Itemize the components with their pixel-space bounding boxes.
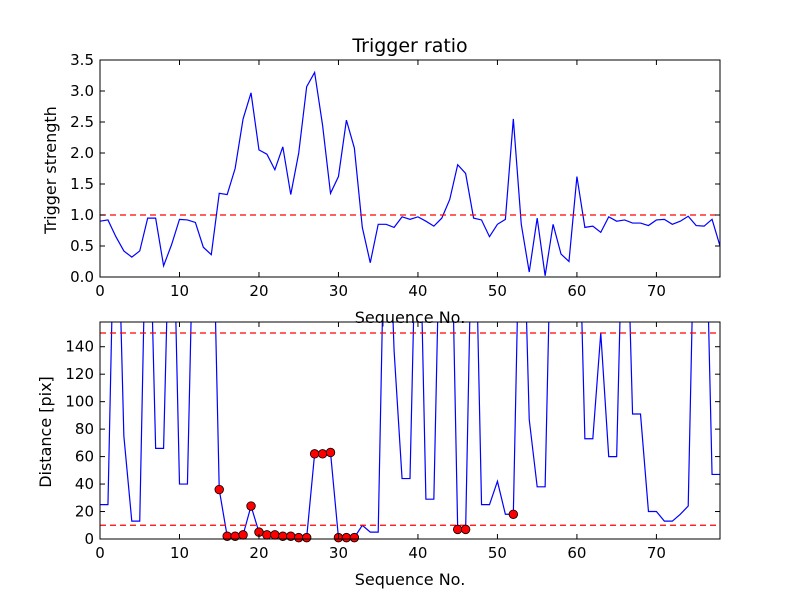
x-tick-label: 50 — [488, 282, 507, 300]
y-tick-label: 120 — [65, 365, 94, 383]
y-tick-label: 100 — [65, 393, 94, 411]
data-marker — [317, 449, 328, 459]
x-tick-label: 10 — [170, 544, 189, 562]
data-marker — [341, 532, 352, 543]
data-marker — [460, 524, 471, 535]
data-marker — [309, 449, 320, 459]
distance-chart: 0 10 20 30 40 50 60 70 0 20 40 60 80 100 120 140 Sequenc… — [36, 321, 721, 589]
y-tick-label: 1.0 — [70, 206, 94, 224]
x-tick-label: 60 — [567, 544, 586, 562]
y-tick-label: 0.5 — [70, 237, 94, 255]
data-marker — [262, 530, 272, 540]
y-tick-label: 2.5 — [70, 113, 94, 131]
x-axis-label: Sequence No. — [355, 570, 466, 589]
y-tick-label: 2.0 — [70, 144, 94, 162]
x-tick-label: 40 — [408, 282, 427, 300]
x-tick-label: 60 — [567, 282, 586, 300]
y-axis-label: Trigger strength — [41, 106, 60, 235]
y-tick-label: 140 — [65, 338, 94, 356]
y-tick-label: 40 — [75, 475, 94, 493]
data-marker — [452, 524, 463, 535]
y-tick-label: 20 — [75, 503, 94, 521]
data-marker — [301, 532, 312, 543]
x-tick-label: 70 — [647, 282, 666, 300]
axes-frame — [99, 59, 721, 278]
data-marker — [508, 509, 519, 519]
series-line — [100, 70, 720, 276]
y-tick-label: 0.0 — [70, 268, 94, 286]
x-tick-label: 70 — [647, 544, 666, 562]
data-marker — [270, 530, 280, 540]
y-tick-label: 0 — [84, 530, 94, 548]
data-marker — [294, 532, 304, 543]
y-tick-label: 3.0 — [70, 82, 94, 100]
x-tick-label: 50 — [488, 544, 507, 562]
y-tick-label: 1.5 — [70, 175, 94, 193]
series-line — [100, 322, 720, 539]
y-tick-label: 60 — [75, 448, 94, 466]
x-tick-label: 20 — [249, 544, 268, 562]
data-marker — [238, 530, 248, 540]
y-axis-label: Distance [pix] — [36, 376, 55, 488]
x-tick-label: 30 — [329, 282, 348, 300]
x-tick-label: 0 — [95, 282, 105, 300]
data-marker — [349, 532, 360, 543]
chart-title: Trigger ratio — [351, 35, 467, 57]
data-marker — [325, 447, 336, 458]
x-axis-label: Sequence No. — [355, 308, 466, 327]
x-tick-label: 0 — [95, 544, 105, 562]
trigger-ratio-chart: 0 10 20 30 40 50 60 70 0.0 0.5 1.0 1.5 2.0 2.5 3.0 3.5 T… — [41, 35, 721, 327]
axes-frame — [99, 321, 721, 540]
data-marker — [246, 501, 256, 511]
data-marker — [214, 484, 224, 495]
x-tick-label: 20 — [249, 282, 268, 300]
y-tick-label: 3.5 — [70, 51, 94, 69]
y-tick-label: 80 — [75, 420, 94, 438]
x-tick-label: 30 — [329, 544, 348, 562]
x-tick-label: 10 — [170, 282, 189, 300]
x-tick-label: 40 — [408, 544, 427, 562]
